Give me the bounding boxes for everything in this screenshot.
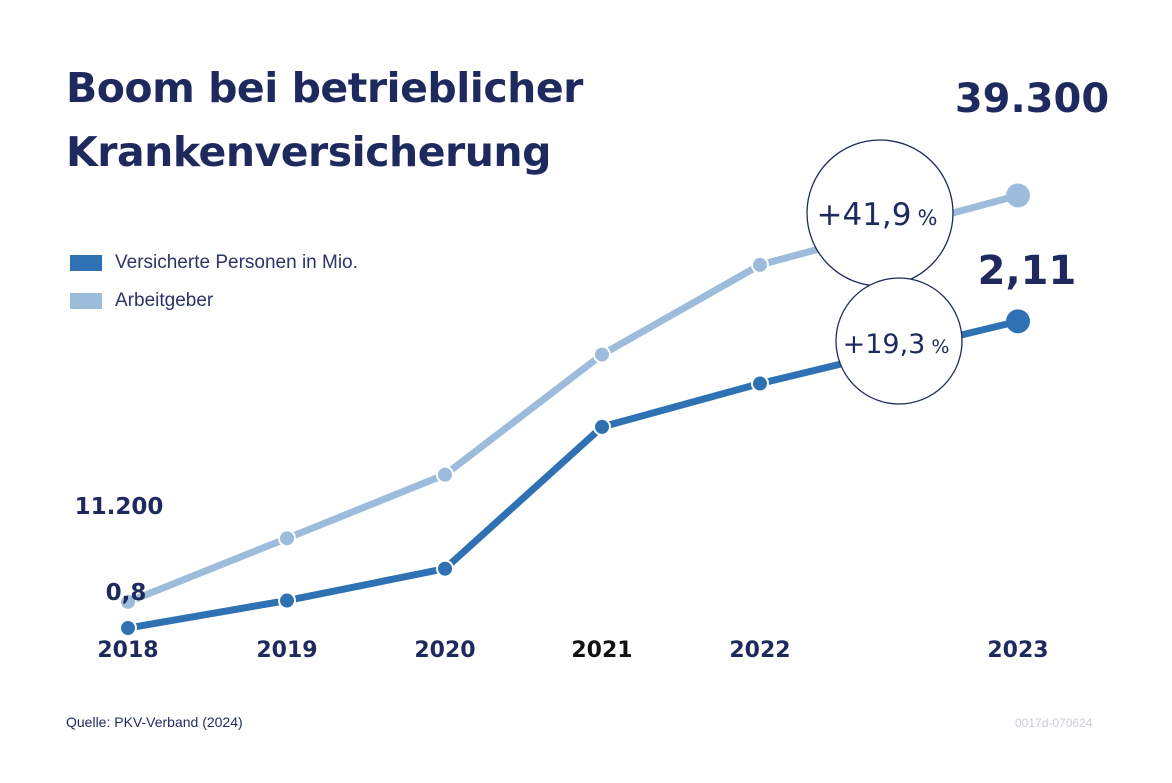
legend-item-arbeitgeber: Arbeitgeber — [70, 282, 358, 320]
growth-unit: % — [931, 336, 949, 358]
x-tick-label-2020: 2020 — [414, 638, 475, 663]
legend-label-arbeitgeber: Arbeitgeber — [115, 290, 214, 311]
x-tick-label-2019: 2019 — [256, 638, 317, 663]
data-point-2021 — [593, 345, 611, 364]
chart-title: Boom bei betrieblicher Krankenversicheru… — [66, 56, 583, 184]
growth-badge-circle — [835, 277, 963, 405]
data-point-2018 — [119, 619, 137, 638]
data-point-2023 — [1006, 183, 1030, 208]
legend-swatch-versicherte — [70, 255, 102, 271]
x-axis: 2018 2019 2020 2021 2022 2023 — [97, 638, 1048, 663]
source-note: Quelle: PKV-Verband (2024) — [66, 714, 243, 730]
legend: Versicherte Personen in Mio. Arbeitgeber — [70, 244, 358, 320]
chart-title-line-1: Boom bei betrieblicher — [66, 64, 583, 112]
graphic-code: 0017d-070624 — [1015, 716, 1093, 730]
growth-value: +19,3 — [843, 329, 926, 360]
x-tick-label-2022: 2022 — [729, 638, 790, 663]
series-arbeitgeber — [119, 183, 1030, 611]
value-label-2018: 11.200 — [75, 494, 164, 520]
data-point-2019 — [278, 529, 296, 548]
growth-unit: % — [918, 206, 938, 230]
data-point-2020 — [436, 465, 454, 484]
series-line — [124, 191, 1022, 606]
growth-badge-text: +19,3% — [843, 329, 950, 360]
chart-title-line-2: Krankenversicherung — [66, 128, 551, 176]
series-versicherte — [119, 309, 1030, 638]
data-point-2022 — [751, 255, 769, 274]
data-point-2018 — [119, 592, 137, 611]
data-point-2020 — [436, 559, 454, 578]
data-point-2019 — [278, 591, 296, 610]
legend-swatch-arbeitgeber — [70, 293, 102, 309]
x-tick-label-2021: 2021 — [571, 638, 632, 663]
x-tick-label-2023: 2023 — [987, 638, 1048, 663]
series-line — [124, 317, 1022, 632]
legend-label-versicherte: Versicherte Personen in Mio. — [115, 252, 358, 273]
growth-badge-versicherte: +19,3% — [835, 277, 963, 405]
legend-item-versicherte: Versicherte Personen in Mio. — [70, 244, 358, 282]
growth-badge-arbeitgeber: +41,9% — [806, 139, 954, 287]
data-point-2021 — [593, 417, 611, 436]
data-point-2023 — [1006, 309, 1030, 334]
value-label-2023: 2,11 — [978, 248, 1077, 294]
x-tick-label-2018: 2018 — [97, 638, 158, 663]
value-label-2023: 39.300 — [955, 76, 1109, 122]
growth-value: +41,9 — [817, 197, 912, 233]
growth-badge-text: +41,9% — [817, 197, 938, 233]
data-point-2022 — [751, 374, 769, 393]
value-label-2018: 0,8 — [106, 580, 147, 606]
